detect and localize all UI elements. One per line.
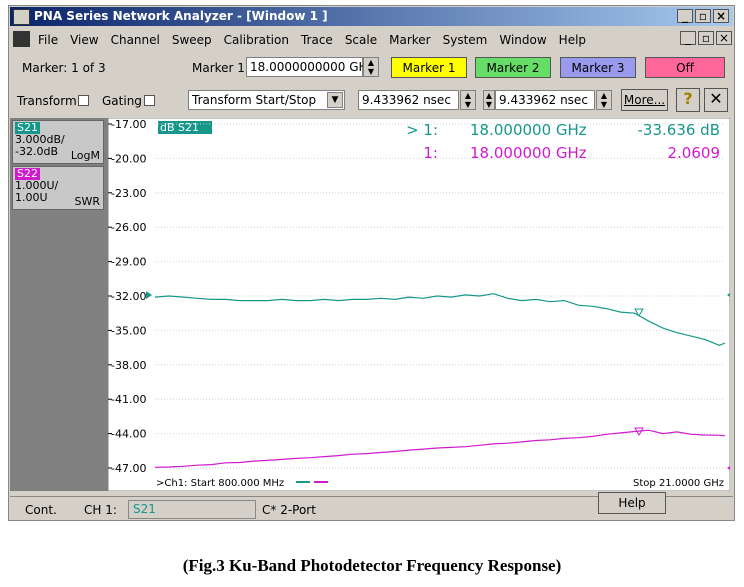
close-button[interactable]: × — [713, 9, 729, 23]
trace-name: S21 — [15, 121, 40, 134]
close-icon[interactable]: ✕ — [704, 88, 728, 112]
markers-off-button[interactable]: Off — [645, 57, 725, 78]
stop-label: Stop 21.0000 GHz — [633, 478, 724, 489]
marker-id: > 1: — [406, 121, 438, 139]
trace-scale: 1.000U/ — [15, 179, 59, 192]
menu-item[interactable]: Scale — [344, 33, 378, 47]
minimize-button[interactable]: _ — [680, 31, 696, 45]
y-tick-label: -26.00 — [111, 221, 146, 234]
marker-count: Marker: 1 of 3 — [22, 61, 106, 75]
sweep-mode: Cont. — [25, 503, 57, 517]
marker-frequency-input[interactable]: 18.0000000000 GH: — [246, 57, 372, 77]
trace-label: dB S21 — [160, 121, 199, 134]
gating-label: Gating — [102, 94, 142, 108]
trace-scale: 3.000dB/ — [15, 133, 65, 146]
reference-arrow — [727, 466, 730, 470]
marker-value: 2.0609 — [668, 144, 721, 162]
y-tick-label: -20.00 — [111, 152, 146, 165]
stop-input[interactable]: 9.433962 nsec — [495, 90, 595, 110]
y-tick-label: -32.00 — [111, 290, 146, 303]
help-icon[interactable]: ? — [676, 88, 700, 112]
trace-plot: dB S21 > 1: 18.000000 GHz -33.636 dB 1: … — [108, 118, 730, 491]
menu-item[interactable]: Calibration — [223, 33, 289, 47]
more-button[interactable]: More... — [621, 89, 668, 111]
trace-name: S22 — [15, 167, 40, 180]
plot-background — [108, 118, 730, 491]
dropdown-arrow[interactable]: ▼ — [327, 92, 343, 108]
menu-item[interactable]: Help — [558, 33, 587, 47]
gating-checkbox[interactable] — [144, 95, 155, 106]
menu-item[interactable]: Sweep — [171, 33, 212, 47]
marker-2-button[interactable]: Marker 2 — [475, 57, 551, 78]
menu-item[interactable]: File — [38, 33, 59, 47]
trace-format: LogM — [70, 149, 100, 162]
y-tick-label: -35.00 — [111, 324, 146, 337]
trace-line — [154, 293, 726, 346]
start-input[interactable]: 9.433962 nsec — [358, 90, 459, 110]
y-tick-label: -47.00 — [111, 462, 146, 475]
trace-ref: -32.0dB — [15, 145, 58, 158]
menu-item[interactable]: Window — [499, 33, 547, 47]
marker-value: -33.636 dB — [638, 121, 720, 139]
y-tick-label: -41.00 — [111, 393, 146, 406]
marker-frequency: 18.000000 GHz — [470, 121, 587, 139]
marker-1-button[interactable]: Marker 1 — [391, 57, 467, 78]
app-icon — [13, 31, 30, 47]
figure-caption: (Fig.3 Ku-Band Photodetector Frequency R… — [182, 556, 562, 575]
trace-s22-box[interactable]: S22 1.000U/ 1.00U SWR — [12, 166, 104, 210]
menu-item[interactable]: View — [70, 33, 99, 47]
title-bar: PNA Series Network Analyzer - [Window 1 … — [10, 7, 733, 26]
transform-label: Transform — [17, 94, 77, 108]
trace-ref: 1.00U — [15, 191, 48, 204]
trace-format: SWR — [74, 195, 100, 208]
menu-item[interactable]: System — [442, 33, 488, 47]
spin-button[interactable]: ▲ ▼ — [460, 90, 476, 110]
maximize-button[interactable]: ▫ — [695, 9, 711, 23]
marker-3-button[interactable]: Marker 3 — [560, 57, 636, 78]
marker-glyph — [634, 308, 644, 318]
menu-item[interactable]: Channel — [110, 33, 160, 47]
menu-item[interactable]: Trace — [300, 33, 333, 47]
y-tick-label: -29.00 — [111, 256, 146, 269]
y-tick-label: -23.00 — [111, 187, 146, 200]
marker-frequency: 18.000000 GHz — [470, 144, 587, 162]
y-tick-label: -17.00 — [111, 118, 146, 131]
mdi-controls: _ ▫ × — [680, 31, 732, 45]
trace-s21-box[interactable]: S21 3.000dB/ -32.0dB LogM — [12, 120, 104, 164]
spin-button[interactable]: ▲ ▼ — [363, 57, 379, 77]
status-bar — [10, 496, 733, 521]
transform-checkbox[interactable] — [78, 95, 89, 106]
marker-id: 1: — [423, 144, 438, 162]
channel: CH 1: — [84, 503, 117, 517]
trace-label-bg — [158, 121, 212, 134]
menu-bar: File View Channel Sweep Calibration Trace Scal… — [38, 30, 586, 50]
spin-button[interactable]: ▲ ▼ — [596, 90, 612, 110]
spin-button[interactable]: ▲ ▼ — [483, 90, 495, 110]
active-parameter: S21 — [128, 500, 256, 519]
minimize-button[interactable]: _ — [677, 9, 693, 23]
restore-button[interactable]: ▫ — [698, 31, 714, 45]
help-button[interactable]: Help — [598, 492, 666, 514]
y-tick-label: -44.00 — [111, 428, 146, 441]
reference-arrow — [727, 293, 730, 297]
menu-item[interactable]: Marker — [389, 33, 431, 47]
reference-arrow — [146, 291, 152, 299]
start-label: >Ch1: Start 800.000 MHz — [156, 478, 284, 489]
calibration: C* 2-Port — [262, 503, 316, 517]
marker-glyph — [634, 427, 644, 437]
marker-label: Marker 1 — [192, 61, 245, 75]
window-title: PNA Series Network Analyzer - [Window 1 … — [34, 9, 328, 23]
y-tick-label: -38.00 — [111, 359, 146, 372]
close-button[interactable]: × — [716, 31, 732, 45]
transform-dropdown[interactable]: Transform Start/Stop — [188, 90, 345, 110]
